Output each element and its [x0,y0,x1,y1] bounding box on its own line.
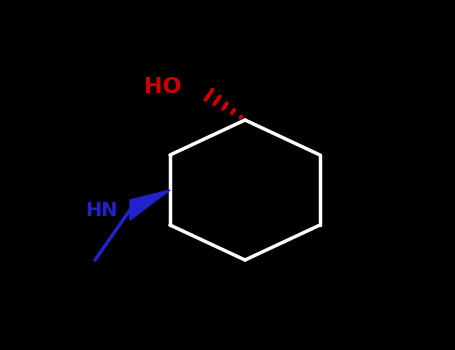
Text: HO: HO [145,77,182,97]
Polygon shape [130,190,170,220]
Text: HN: HN [86,201,118,219]
